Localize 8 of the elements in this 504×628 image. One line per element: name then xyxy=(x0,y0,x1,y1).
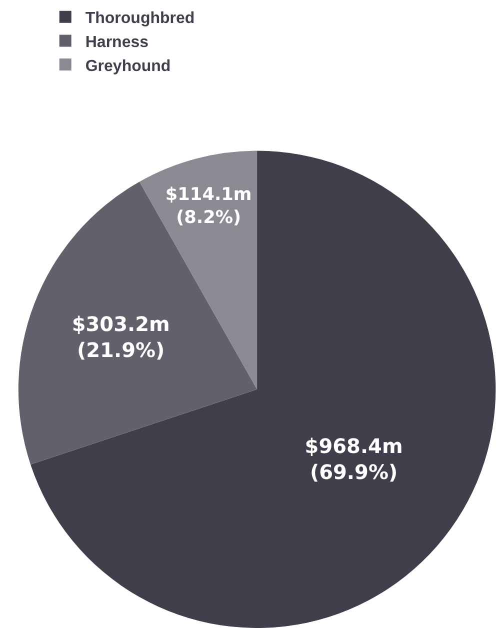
data-label: $968.4m (69.9%) xyxy=(304,434,403,484)
pie-slice xyxy=(18,182,258,465)
pie-slice xyxy=(30,150,496,628)
data-label: $114.1m (8.2%) xyxy=(165,185,252,228)
legend-label: Thoroughbred xyxy=(85,10,195,28)
data-label: $303.2m (21.9%) xyxy=(72,312,170,362)
legend-label: Greyhound xyxy=(85,58,171,75)
legend-label: Harness xyxy=(85,34,149,51)
